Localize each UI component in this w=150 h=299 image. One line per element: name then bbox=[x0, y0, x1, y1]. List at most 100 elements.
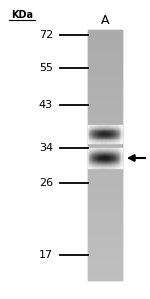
Bar bbox=[99, 137, 100, 138]
Bar bbox=[99, 130, 100, 131]
Bar bbox=[103, 126, 104, 127]
Bar bbox=[107, 133, 108, 134]
Bar bbox=[92, 152, 93, 153]
Bar bbox=[110, 136, 111, 137]
Bar bbox=[94, 140, 95, 141]
Bar bbox=[88, 151, 89, 152]
Bar bbox=[112, 127, 113, 128]
Bar bbox=[111, 155, 112, 156]
Bar bbox=[95, 148, 96, 149]
Bar bbox=[102, 155, 103, 156]
Bar bbox=[110, 140, 111, 141]
Bar bbox=[93, 151, 94, 152]
Bar bbox=[89, 128, 90, 129]
Bar bbox=[95, 140, 96, 141]
Bar bbox=[116, 149, 117, 150]
Bar bbox=[101, 140, 102, 141]
Bar bbox=[100, 166, 101, 167]
Bar bbox=[120, 141, 121, 142]
Bar bbox=[89, 158, 90, 159]
Bar bbox=[90, 127, 91, 128]
Bar bbox=[115, 151, 116, 152]
Bar bbox=[97, 158, 98, 159]
Bar bbox=[88, 186, 122, 189]
Bar bbox=[104, 165, 105, 166]
Bar bbox=[115, 137, 116, 138]
Bar bbox=[91, 128, 92, 129]
Bar bbox=[105, 161, 106, 162]
Bar bbox=[108, 164, 109, 165]
Bar bbox=[90, 153, 91, 154]
Bar bbox=[104, 156, 105, 157]
Bar bbox=[113, 134, 114, 135]
Bar bbox=[88, 189, 122, 193]
Bar bbox=[98, 135, 99, 136]
Bar bbox=[114, 166, 115, 167]
Bar bbox=[102, 127, 103, 128]
Bar bbox=[90, 160, 91, 161]
Bar bbox=[107, 155, 108, 156]
Bar bbox=[121, 163, 122, 164]
Bar bbox=[93, 129, 94, 130]
Bar bbox=[93, 154, 94, 155]
Bar bbox=[94, 152, 95, 153]
Bar bbox=[99, 127, 100, 128]
Bar bbox=[88, 157, 89, 158]
Bar bbox=[101, 128, 102, 129]
Bar bbox=[94, 148, 95, 149]
Bar bbox=[88, 258, 122, 261]
Bar bbox=[96, 136, 97, 137]
Bar bbox=[118, 164, 119, 165]
Bar bbox=[106, 167, 107, 168]
Bar bbox=[121, 131, 122, 132]
Bar bbox=[104, 152, 105, 153]
Bar bbox=[108, 165, 109, 166]
Bar bbox=[119, 142, 120, 143]
Bar bbox=[92, 128, 93, 129]
Bar bbox=[89, 141, 90, 142]
Bar bbox=[93, 161, 94, 162]
Bar bbox=[115, 136, 116, 137]
Bar bbox=[99, 141, 100, 142]
Bar bbox=[106, 130, 107, 131]
Bar bbox=[90, 165, 91, 166]
Bar bbox=[88, 171, 122, 174]
Bar bbox=[112, 126, 113, 127]
Bar bbox=[105, 132, 106, 133]
Bar bbox=[91, 127, 92, 128]
Bar bbox=[97, 136, 98, 137]
Bar bbox=[91, 167, 92, 168]
Bar bbox=[112, 163, 113, 164]
Bar bbox=[91, 148, 92, 149]
Bar bbox=[108, 160, 109, 161]
Bar bbox=[119, 139, 120, 140]
Bar bbox=[92, 153, 93, 154]
Bar bbox=[100, 134, 101, 135]
Bar bbox=[100, 155, 101, 156]
Bar bbox=[88, 139, 122, 143]
Bar bbox=[90, 166, 91, 167]
Bar bbox=[120, 166, 121, 167]
Bar bbox=[101, 150, 102, 151]
Bar bbox=[93, 152, 94, 153]
Bar bbox=[114, 153, 115, 154]
Bar bbox=[95, 162, 96, 163]
Bar bbox=[110, 135, 111, 136]
Bar bbox=[106, 162, 107, 163]
Bar bbox=[88, 214, 122, 217]
Bar bbox=[95, 130, 96, 131]
Bar bbox=[119, 158, 120, 159]
Bar bbox=[89, 161, 90, 162]
Bar bbox=[113, 151, 114, 152]
Bar bbox=[112, 167, 113, 168]
Bar bbox=[89, 139, 90, 140]
Bar bbox=[111, 138, 112, 139]
Bar bbox=[103, 165, 104, 166]
Bar bbox=[119, 157, 120, 158]
Bar bbox=[116, 151, 117, 152]
Bar bbox=[112, 135, 113, 136]
Bar bbox=[121, 155, 122, 156]
Bar bbox=[93, 166, 94, 167]
Bar bbox=[120, 148, 121, 149]
Bar bbox=[104, 138, 105, 139]
